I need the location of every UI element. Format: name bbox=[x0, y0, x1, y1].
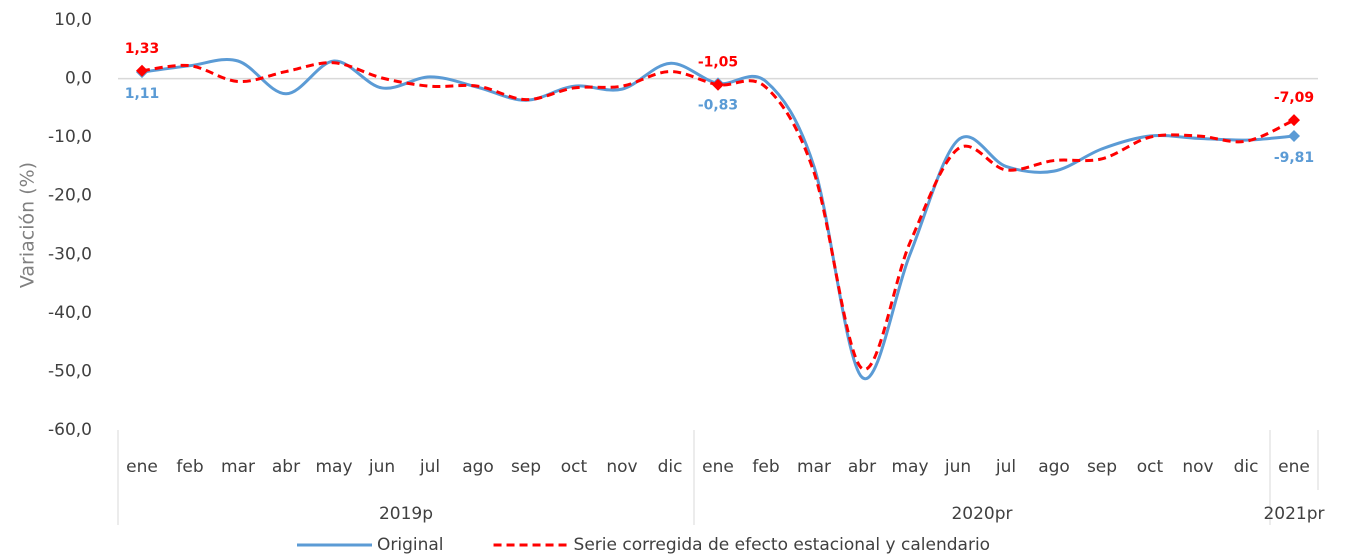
y-tick-label: -30,0 bbox=[48, 244, 92, 264]
y-tick-label: -20,0 bbox=[48, 186, 92, 206]
x-tick-label: may bbox=[891, 457, 928, 477]
x-tick-label: feb bbox=[752, 457, 779, 477]
legend-label: Serie corregida de efecto estacional y c… bbox=[574, 535, 991, 555]
group-label: 2019p bbox=[379, 504, 433, 524]
x-tick-label: abr bbox=[848, 457, 876, 477]
y-tick-label: -60,0 bbox=[48, 420, 92, 440]
x-tick-label: may bbox=[315, 457, 352, 477]
point-marker bbox=[136, 64, 148, 77]
legend-label: Original bbox=[377, 535, 444, 555]
x-tick-label: abr bbox=[272, 457, 300, 477]
value-label: 1,33 bbox=[125, 41, 160, 57]
series-line bbox=[141, 61, 1295, 371]
x-tick-label: ago bbox=[462, 457, 494, 477]
x-tick-label: mar bbox=[221, 457, 255, 477]
x-tick-label: mar bbox=[797, 457, 831, 477]
x-tick-label: ene bbox=[702, 457, 734, 477]
group-label: 2021pr bbox=[1263, 504, 1324, 524]
x-tick-label: nov bbox=[606, 457, 637, 477]
x-tick-label: nov bbox=[1182, 457, 1213, 477]
value-label: -9,81 bbox=[1274, 150, 1314, 166]
x-tick-label: feb bbox=[176, 457, 203, 477]
value-label: -1,05 bbox=[698, 55, 738, 71]
value-label: -7,09 bbox=[1274, 90, 1314, 106]
x-tick-label: ene bbox=[1278, 457, 1310, 477]
x-tick-label: jul bbox=[995, 457, 1016, 477]
point-marker bbox=[1288, 130, 1300, 143]
x-tick-label: sep bbox=[1087, 457, 1117, 477]
x-tick-label: jul bbox=[419, 457, 440, 477]
point-marker bbox=[712, 78, 724, 91]
x-tick-label: oct bbox=[561, 457, 588, 477]
x-tick-label: ene bbox=[126, 457, 158, 477]
y-tick-label: -50,0 bbox=[48, 361, 92, 381]
group-label: 2020pr bbox=[951, 504, 1012, 524]
x-tick-label: jun bbox=[368, 457, 395, 477]
series-line bbox=[141, 57, 1295, 381]
y-tick-label: 0,0 bbox=[65, 69, 92, 89]
x-tick-label: jun bbox=[944, 457, 971, 477]
y-tick-label: -10,0 bbox=[48, 127, 92, 147]
value-label: -0,83 bbox=[698, 97, 738, 113]
x-tick-label: dic bbox=[1234, 457, 1259, 477]
x-tick-label: oct bbox=[1137, 457, 1164, 477]
value-label: 1,11 bbox=[125, 86, 160, 102]
x-tick-label: ago bbox=[1038, 457, 1070, 477]
point-marker bbox=[1288, 114, 1300, 127]
x-tick-label: dic bbox=[658, 457, 683, 477]
x-tick-label: sep bbox=[511, 457, 541, 477]
y-tick-label: -40,0 bbox=[48, 303, 92, 323]
y-tick-label: 10,0 bbox=[54, 10, 92, 30]
y-axis-title: Variación (%) bbox=[17, 162, 39, 288]
